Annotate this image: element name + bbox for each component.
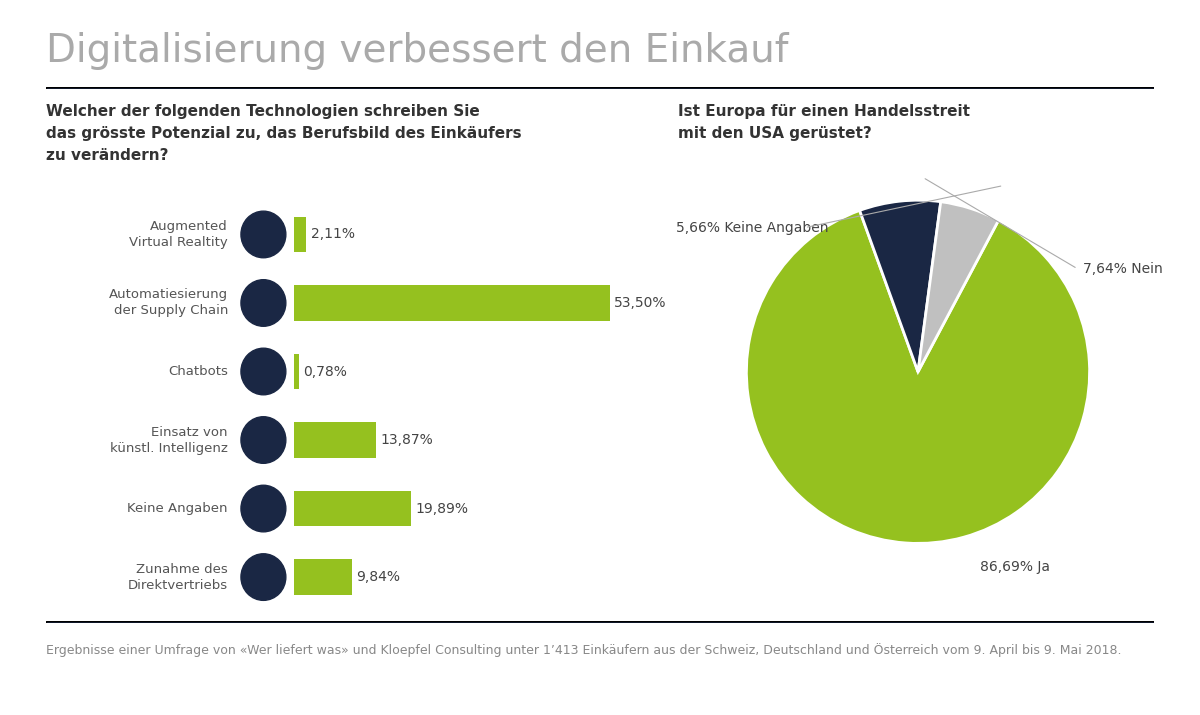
- Text: Digitalisierung verbessert den Einkauf: Digitalisierung verbessert den Einkauf: [46, 32, 788, 70]
- Bar: [294, 285, 610, 321]
- Circle shape: [241, 280, 286, 326]
- Text: 2,11%: 2,11%: [311, 227, 354, 242]
- Bar: [294, 217, 306, 252]
- Text: Automatiesierung
der Supply Chain: Automatiesierung der Supply Chain: [109, 288, 228, 317]
- Wedge shape: [746, 210, 1090, 543]
- Text: Welcher der folgenden Technologien schreiben Sie
das grösste Potenzial zu, das B: Welcher der folgenden Technologien schre…: [46, 104, 521, 163]
- Text: 9,84%: 9,84%: [356, 570, 400, 584]
- Text: 53,50%: 53,50%: [613, 296, 666, 310]
- Text: 7,64% Nein: 7,64% Nein: [1082, 262, 1163, 276]
- Text: 86,69% Ja: 86,69% Ja: [979, 561, 1050, 574]
- Text: Chatbots: Chatbots: [168, 365, 228, 378]
- Bar: [294, 559, 352, 595]
- Text: 0,78%: 0,78%: [302, 365, 347, 378]
- FancyBboxPatch shape: [46, 621, 1154, 623]
- Text: 19,89%: 19,89%: [415, 501, 468, 516]
- Text: 13,87%: 13,87%: [380, 433, 433, 447]
- Circle shape: [241, 417, 286, 463]
- Bar: [294, 490, 412, 526]
- Text: Augmented
Virtual Realtity: Augmented Virtual Realtity: [130, 220, 228, 249]
- Text: Keine Angaben: Keine Angaben: [127, 502, 228, 515]
- Wedge shape: [859, 200, 941, 372]
- Wedge shape: [918, 202, 998, 372]
- Bar: [294, 422, 376, 458]
- Circle shape: [241, 554, 286, 601]
- Circle shape: [241, 485, 286, 532]
- Text: Ergebnisse einer Umfrage von «Wer liefert was» und Kloepfel Consulting unter 1’4: Ergebnisse einer Umfrage von «Wer liefer…: [46, 644, 1121, 658]
- Circle shape: [241, 211, 286, 258]
- Bar: [294, 354, 299, 390]
- Text: Zunahme des
Direktvertriebs: Zunahme des Direktvertriebs: [127, 563, 228, 591]
- FancyBboxPatch shape: [46, 87, 1154, 89]
- Text: Ist Europa für einen Handelsstreit
mit den USA gerüstet?: Ist Europa für einen Handelsstreit mit d…: [678, 104, 970, 141]
- Text: 5,66% Keine Angaben: 5,66% Keine Angaben: [676, 221, 828, 235]
- Circle shape: [241, 348, 286, 395]
- Text: Einsatz von
künstl. Intelligenz: Einsatz von künstl. Intelligenz: [110, 425, 228, 455]
